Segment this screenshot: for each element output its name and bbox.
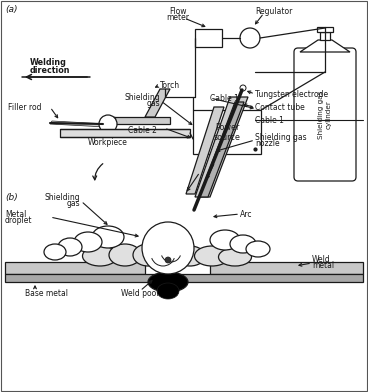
Text: Welding: Welding: [30, 58, 67, 67]
Text: gas: gas: [146, 98, 160, 107]
Ellipse shape: [230, 235, 256, 253]
Bar: [317, 27, 333, 32]
Text: metal: metal: [312, 261, 334, 270]
Text: Contact tube: Contact tube: [255, 102, 305, 111]
Ellipse shape: [92, 226, 124, 248]
Text: Shielding gas: Shielding gas: [255, 132, 307, 142]
Circle shape: [240, 28, 260, 48]
Bar: [210, 262, 363, 274]
Circle shape: [99, 115, 117, 133]
Circle shape: [165, 257, 171, 263]
Text: nozzle: nozzle: [255, 138, 280, 147]
Ellipse shape: [82, 246, 117, 266]
Text: Regulator: Regulator: [255, 7, 292, 16]
Text: meter: meter: [166, 13, 190, 22]
Ellipse shape: [133, 244, 163, 266]
Text: source: source: [213, 132, 240, 142]
Text: Shielding: Shielding: [45, 192, 80, 201]
Bar: [5, 262, 145, 274]
Ellipse shape: [219, 248, 251, 266]
Ellipse shape: [195, 246, 230, 266]
Polygon shape: [195, 97, 248, 197]
Ellipse shape: [74, 232, 102, 252]
FancyBboxPatch shape: [294, 48, 356, 181]
Text: Filler rod: Filler rod: [8, 102, 42, 111]
Text: Power: Power: [215, 123, 239, 131]
Polygon shape: [145, 89, 170, 117]
Polygon shape: [100, 117, 115, 132]
Polygon shape: [115, 117, 170, 124]
Circle shape: [240, 85, 246, 91]
Text: Cable 1: Cable 1: [255, 116, 284, 125]
Text: Metal: Metal: [5, 209, 26, 218]
Polygon shape: [199, 102, 244, 197]
Text: Workpiece: Workpiece: [88, 138, 128, 147]
Ellipse shape: [246, 241, 270, 257]
Text: Arc: Arc: [240, 209, 252, 218]
Text: Base metal: Base metal: [25, 290, 68, 298]
Text: Flow: Flow: [169, 7, 187, 16]
Polygon shape: [186, 107, 224, 194]
Text: gas: gas: [66, 198, 80, 207]
Polygon shape: [300, 40, 350, 52]
Ellipse shape: [148, 272, 188, 292]
Text: Torch: Torch: [160, 80, 180, 89]
Text: (b): (b): [5, 192, 18, 201]
Bar: [320, 32, 330, 40]
Circle shape: [142, 222, 194, 274]
Text: Shielding: Shielding: [124, 93, 160, 102]
Bar: [5, 274, 363, 282]
Ellipse shape: [210, 230, 240, 250]
Text: Tungsten electrode: Tungsten electrode: [255, 89, 328, 98]
Text: Weld pool: Weld pool: [121, 290, 159, 298]
Ellipse shape: [157, 283, 179, 299]
Text: Weld: Weld: [312, 256, 331, 265]
Bar: [195, 29, 222, 47]
Bar: [193, 110, 261, 154]
Ellipse shape: [152, 244, 184, 266]
Text: (a): (a): [5, 4, 18, 13]
Text: droplet: droplet: [5, 216, 32, 225]
Ellipse shape: [58, 238, 82, 256]
Ellipse shape: [44, 244, 66, 260]
Text: direction: direction: [30, 65, 71, 74]
Text: Shielding gas
cylinder: Shielding gas cylinder: [318, 90, 332, 139]
Text: Cable 2: Cable 2: [128, 125, 157, 134]
Ellipse shape: [109, 244, 141, 266]
Text: Cable 1: Cable 1: [210, 94, 239, 102]
Ellipse shape: [175, 246, 205, 266]
Bar: [60, 129, 190, 137]
Polygon shape: [50, 121, 108, 127]
